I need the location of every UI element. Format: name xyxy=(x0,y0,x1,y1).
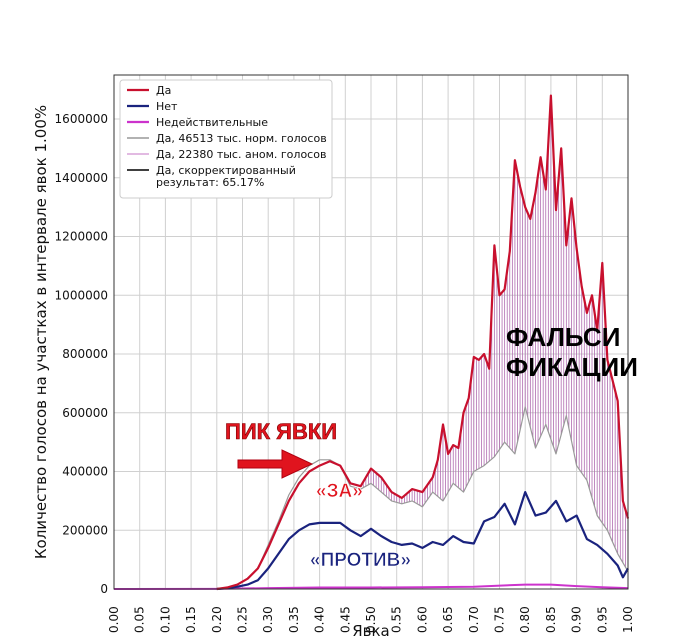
x-tick-label: 0.50 xyxy=(364,606,378,633)
x-tick-label: 0.95 xyxy=(595,606,609,633)
annotation-peak-turnout: ПИК ЯВКИ xyxy=(225,419,337,444)
y-tick-label: 1000000 xyxy=(55,288,108,302)
anomaly-hatch xyxy=(362,95,629,572)
legend: Да Нет Недействительные Да, 46513 тыс. норм… xyxy=(119,79,333,199)
legend-label: Недействительные xyxy=(156,116,268,129)
y-tick-label: 1400000 xyxy=(55,171,108,185)
y-tick-label: 1600000 xyxy=(55,112,108,126)
x-tick-label: 0.60 xyxy=(415,606,429,633)
series-line-2 xyxy=(113,583,629,590)
x-tick-label: 0.65 xyxy=(441,606,455,633)
legend-label: Да xyxy=(156,84,171,97)
x-tick-label: 0.90 xyxy=(570,606,584,633)
y-tick-label: 1200000 xyxy=(55,230,108,244)
x-tick-label: 0.80 xyxy=(518,606,532,633)
x-tick-label: 0.05 xyxy=(133,606,147,633)
y-tick-label: 400000 xyxy=(62,465,108,479)
legend-label: Нет xyxy=(156,100,178,113)
legend-label: Да, скорректированный xyxy=(156,164,296,177)
x-tick-label: 0.10 xyxy=(158,606,172,633)
series-line-3 xyxy=(216,406,629,590)
x-tick-label: 0.40 xyxy=(313,606,327,633)
y-tick-label: 600000 xyxy=(62,406,108,420)
x-tick-labels: 0.00 0.05 0.10 0.15 0.20 0.25 0.30 0.35 0.40 0.45… xyxy=(107,606,635,633)
annotation-falsifications-1: ФАЛЬСИ xyxy=(506,322,620,352)
series-line-0 xyxy=(216,94,630,591)
annotation-falsifications-2: ФИКАЦИИ xyxy=(506,352,638,382)
arrow-icon xyxy=(237,449,314,479)
series-line-1 xyxy=(216,491,629,591)
annotations: ПИК ЯВКИ «ЗА» «ПРОТИВ» ФАЛЬСИ ФИКАЦИИ xyxy=(225,322,638,571)
x-tick-label: 0.25 xyxy=(236,606,250,633)
x-tick-label: 0.35 xyxy=(287,606,301,633)
annotation-for: «ЗА» xyxy=(316,481,363,502)
legend-box xyxy=(119,79,333,199)
y-axis-title: Количество голосов на участках в интерва… xyxy=(32,105,50,559)
legend-label: Да, 46513 тыс. норм. голосов xyxy=(156,132,327,145)
legend-label: Да, 22380 тыс. аном. голосов xyxy=(156,148,326,161)
x-tick-label: 0.00 xyxy=(107,606,121,633)
x-tick-label: 0.70 xyxy=(467,606,481,633)
x-axis-title: Явка xyxy=(352,622,390,640)
x-tick-label: 0.30 xyxy=(261,606,275,633)
annotation-against: «ПРОТИВ» xyxy=(310,550,411,571)
x-tick-label: 0.20 xyxy=(210,606,224,633)
x-tick-label: 0.45 xyxy=(338,606,352,633)
y-tick-label: 200000 xyxy=(62,523,108,537)
x-tick-label: 1.00 xyxy=(621,606,635,633)
x-tick-label: 0.15 xyxy=(184,606,198,633)
series-lines xyxy=(113,94,630,591)
y-tick-labels: 0 200000 400000 600000 800000 1000000 1200000 1… xyxy=(55,112,108,596)
y-tick-label: 0 xyxy=(100,582,108,596)
y-tick-label: 800000 xyxy=(62,347,108,361)
x-tick-label: 0.75 xyxy=(493,606,507,633)
legend-label-line2: результат: 65.17% xyxy=(156,176,264,189)
x-tick-label: 0.55 xyxy=(390,606,404,633)
x-tick-label: 0.85 xyxy=(544,606,558,633)
plot-frame xyxy=(113,74,629,590)
